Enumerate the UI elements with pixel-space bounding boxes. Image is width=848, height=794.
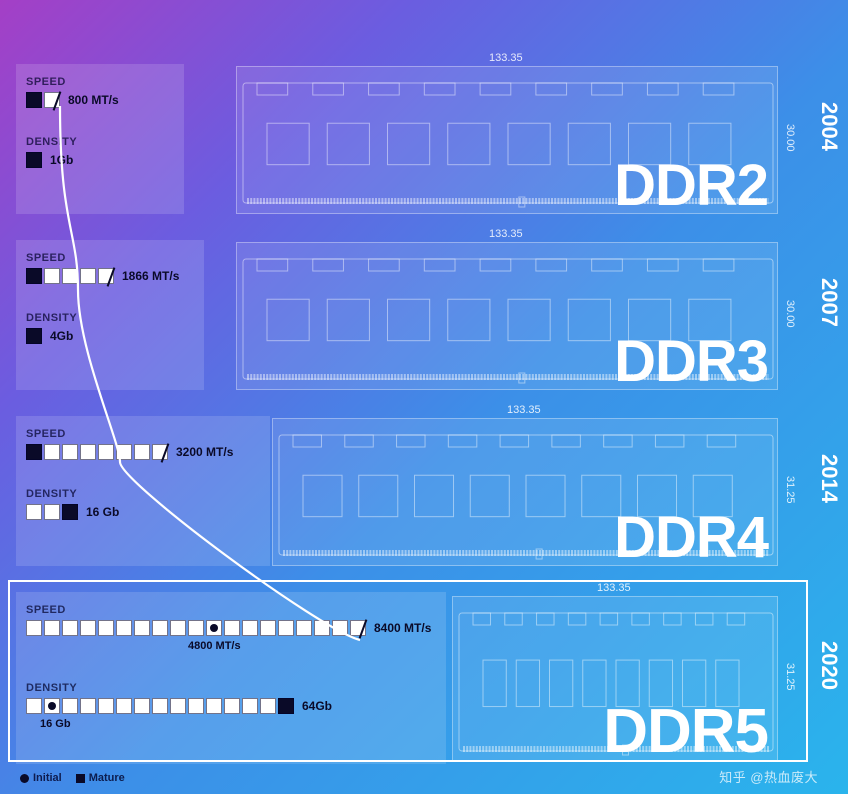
speed-value-ddr4: 3200 MT/s bbox=[176, 445, 233, 459]
density-value-ddr4: 16 Gb bbox=[86, 505, 119, 519]
dim-width-ddr4: 133.35 bbox=[507, 404, 541, 416]
legend: Initial Mature bbox=[20, 772, 125, 784]
speed-value-ddr2: 800 MT/s bbox=[68, 93, 119, 107]
dim-width-ddr3: 133.35 bbox=[489, 228, 523, 240]
speed-value-ddr3: 1866 MT/s bbox=[122, 269, 179, 283]
speed-title-ddr3: SPEED bbox=[26, 252, 66, 264]
dim-height-ddr2: 30.00 bbox=[784, 124, 796, 152]
gen-label-ddr4: DDR4 bbox=[614, 504, 768, 571]
speed-squares-ddr3 bbox=[26, 268, 114, 284]
density-squares-ddr2 bbox=[26, 152, 42, 168]
year-ddr5: 2020 bbox=[816, 641, 842, 690]
year-ddr3: 2007 bbox=[816, 278, 842, 327]
dim-height-ddr3: 30.00 bbox=[784, 300, 796, 328]
dim-height-ddr4: 31.25 bbox=[784, 476, 796, 504]
gen-label-ddr3: DDR3 bbox=[614, 328, 768, 395]
legend-initial: Initial bbox=[20, 772, 62, 784]
gen-label-ddr2: DDR2 bbox=[614, 152, 768, 219]
speed-title-ddr4: SPEED bbox=[26, 428, 66, 440]
speed-squares-ddr2 bbox=[26, 92, 60, 108]
legend-mature: Mature bbox=[76, 772, 125, 784]
year-ddr2: 2004 bbox=[816, 102, 842, 151]
density-title-ddr4: DENSITY bbox=[26, 488, 77, 500]
watermark: 知乎 @热血废大 bbox=[719, 767, 818, 786]
speed-squares-ddr4 bbox=[26, 444, 168, 460]
year-ddr4: 2014 bbox=[816, 454, 842, 503]
highlight-ddr5 bbox=[8, 580, 808, 762]
density-value-ddr3: 4Gb bbox=[50, 329, 73, 343]
density-title-ddr3: DENSITY bbox=[26, 312, 77, 324]
density-value-ddr2: 1Gb bbox=[50, 153, 73, 167]
density-squares-ddr3 bbox=[26, 328, 42, 344]
dim-width-ddr2: 133.35 bbox=[489, 52, 523, 64]
density-squares-ddr4 bbox=[26, 504, 78, 520]
density-title-ddr2: DENSITY bbox=[26, 136, 77, 148]
speed-title-ddr2: SPEED bbox=[26, 76, 66, 88]
